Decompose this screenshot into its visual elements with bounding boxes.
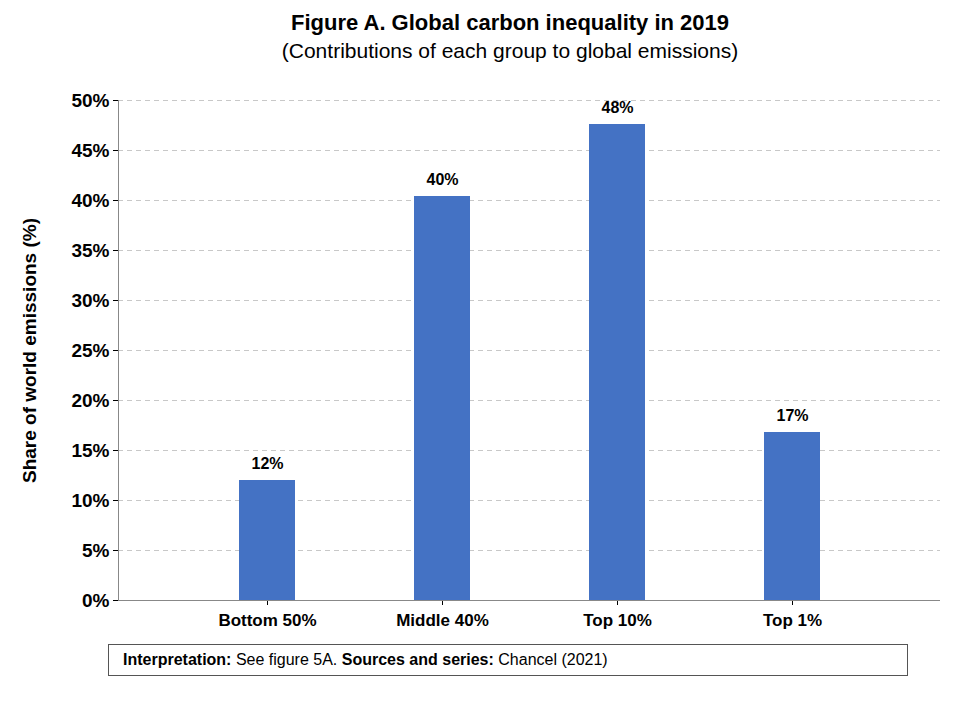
svg-text:17%: 17% <box>776 407 808 424</box>
svg-text:0%: 0% <box>82 590 110 611</box>
svg-text:40%: 40% <box>71 190 109 211</box>
svg-text:Bottom 50%: Bottom 50% <box>218 611 316 630</box>
svg-text:5%: 5% <box>82 540 110 561</box>
html-text:Figure A. Global carbon inequa: Figure A. Global carbon inequality in 20… <box>291 10 729 35</box>
svg-text:Top 1%: Top 1% <box>763 611 822 630</box>
svg-text:10%: 10% <box>71 490 109 511</box>
html-text:Interpretation: See figure 5A.: Interpretation: See figure 5A. Sources a… <box>123 651 608 668</box>
svg-text:30%: 30% <box>71 290 109 311</box>
html-text:(Contributions of each group t: (Contributions of each group to global e… <box>281 39 739 62</box>
svg-text:48%: 48% <box>601 99 633 116</box>
svg-text:15%: 15% <box>71 440 109 461</box>
svg-text:12%: 12% <box>251 455 283 472</box>
svg-text:25%: 25% <box>71 340 109 361</box>
svg-text:Share of world emissions (%): Share of world emissions (%) <box>19 218 40 483</box>
svg-text:Middle 40%: Middle 40% <box>396 611 489 630</box>
svg-text:Top 10%: Top 10% <box>583 611 652 630</box>
svg-text:20%: 20% <box>71 390 109 411</box>
svg-text:50%: 50% <box>71 90 109 111</box>
svg-text:35%: 35% <box>71 240 109 261</box>
svg-text:40%: 40% <box>426 171 458 188</box>
svg-text:45%: 45% <box>71 140 109 161</box>
